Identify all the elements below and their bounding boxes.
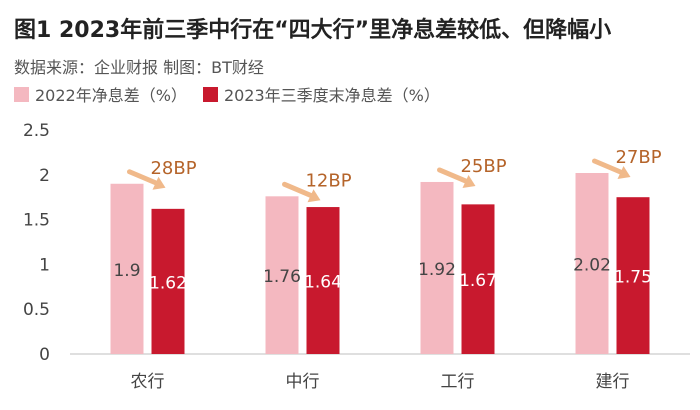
y-tick-label: 0.5	[23, 300, 50, 320]
bar-2022	[265, 196, 299, 354]
legend-item-2023: 2023年三季度末净息差（%）	[202, 82, 440, 106]
bar-2022	[420, 181, 454, 354]
y-tick-label: 2.5	[23, 121, 50, 141]
chart-source: 数据来源：企业财报 制图：BT财经	[14, 58, 264, 77]
bp-annotation: 12BP	[305, 170, 351, 191]
bar-value-label: 1.9	[113, 261, 140, 281]
bar-2022	[575, 173, 609, 354]
bar-2023	[306, 207, 340, 354]
y-tick-label: 1.5	[23, 211, 50, 231]
bar-2023	[151, 208, 185, 354]
decrease-arrowhead	[152, 176, 166, 190]
bp-annotation: 25BP	[460, 156, 506, 177]
y-tick-label: 2	[39, 166, 50, 186]
bar-value-label: 2.02	[573, 256, 611, 276]
bar-value-label: 1.62	[149, 273, 187, 293]
legend: 2022年净息差（%） 2023年三季度末净息差（%）	[14, 82, 456, 106]
legend-label-2022: 2022年净息差（%）	[35, 86, 187, 105]
x-tick-label: 工行	[441, 372, 475, 392]
decrease-arrow	[282, 181, 313, 198]
decrease-arrow	[592, 158, 623, 175]
y-tick-label: 0	[39, 345, 50, 365]
bar-2023	[616, 197, 650, 354]
x-tick-label: 农行	[131, 372, 165, 392]
decrease-arrowhead	[307, 189, 321, 203]
legend-swatch-2023	[202, 86, 218, 102]
legend-swatch-2022	[14, 86, 29, 102]
bar-value-label: 1.76	[263, 267, 301, 287]
bp-annotation: 27BP	[615, 147, 661, 168]
bar-value-label: 1.67	[459, 271, 497, 291]
bp-annotation: 28BP	[150, 158, 196, 179]
bar-value-label: 1.92	[418, 260, 456, 280]
bar-2023	[461, 204, 495, 354]
x-tick-label: 建行	[596, 372, 630, 392]
decrease-arrow	[437, 167, 468, 184]
decrease-arrow	[127, 169, 158, 186]
decrease-arrowhead	[462, 174, 476, 188]
y-tick-label: 1	[39, 255, 50, 275]
bar-2022	[110, 183, 144, 354]
bar-value-label: 1.75	[614, 268, 652, 288]
x-tick-label: 中行	[286, 372, 320, 392]
bar-value-label: 1.64	[304, 273, 342, 293]
chart-title: 图1 2023年前三季中行在“四大行”里净息差较低、但降幅小	[14, 18, 612, 43]
legend-label-2023: 2023年三季度末净息差（%）	[223, 86, 440, 105]
legend-item-2022: 2022年净息差（%）	[14, 82, 187, 106]
decrease-arrowhead	[617, 166, 631, 180]
